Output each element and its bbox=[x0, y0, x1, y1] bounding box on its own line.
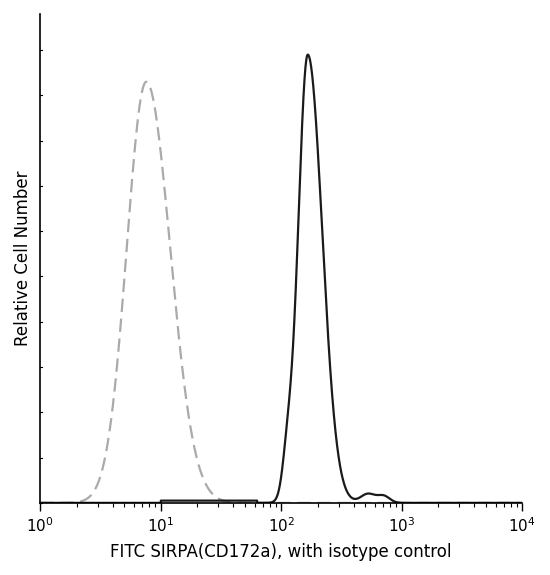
X-axis label: FITC SIRPA(CD172a), with isotype control: FITC SIRPA(CD172a), with isotype control bbox=[111, 543, 452, 561]
Y-axis label: Relative Cell Number: Relative Cell Number bbox=[14, 171, 32, 346]
